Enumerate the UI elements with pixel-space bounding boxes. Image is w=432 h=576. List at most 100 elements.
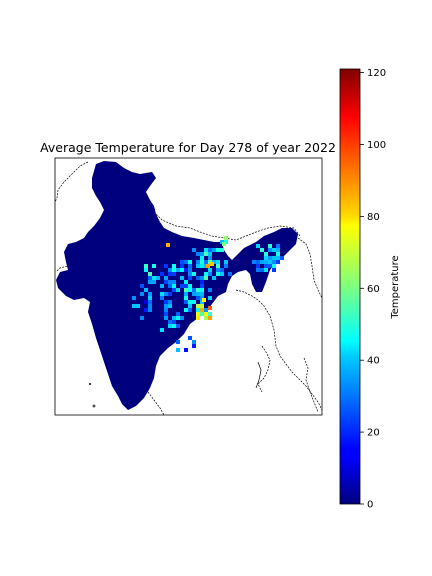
heat-cell	[208, 316, 212, 320]
heat-cell	[196, 296, 200, 300]
heat-cell	[260, 268, 264, 272]
heat-cell	[168, 272, 172, 276]
heat-cell	[200, 256, 204, 260]
heat-cell	[176, 316, 180, 320]
heat-cell	[180, 268, 184, 272]
heat-cell	[144, 308, 148, 312]
heat-cell	[276, 244, 280, 248]
heat-cell-hot	[210, 262, 214, 266]
heat-cell	[196, 288, 200, 292]
heat-cell	[184, 284, 188, 288]
heat-cell	[184, 280, 188, 284]
heat-cell	[148, 300, 152, 304]
heat-cell	[188, 264, 192, 268]
heat-cell	[168, 280, 172, 284]
heat-cell	[256, 264, 260, 268]
heat-cell	[264, 264, 268, 268]
heat-cell	[256, 244, 260, 248]
heat-cell	[160, 328, 164, 332]
heat-cell	[132, 304, 136, 308]
heat-cell	[260, 260, 264, 264]
heat-cell	[228, 272, 232, 276]
heat-cell-hot	[208, 306, 212, 310]
colorbar-tick-label: 80	[367, 212, 380, 223]
heat-cell	[160, 296, 164, 300]
heat-cell	[256, 268, 260, 272]
heat-cell	[160, 272, 164, 276]
heat-cell	[200, 308, 204, 312]
heat-cell	[196, 276, 200, 280]
heat-cell	[180, 276, 184, 280]
heat-cell	[188, 276, 192, 280]
heat-cell	[264, 256, 268, 260]
colorbar-tick-label: 40	[367, 356, 380, 367]
heat-cell	[168, 292, 172, 296]
colorbar-tick-label: 100	[367, 140, 386, 151]
heat-cell	[208, 272, 212, 276]
heat-cell	[224, 236, 228, 240]
heat-cell	[180, 264, 184, 268]
heat-cell	[204, 248, 208, 252]
heat-cell	[196, 264, 200, 268]
heat-cell	[144, 268, 148, 272]
heat-cell	[204, 276, 208, 280]
heat-cell	[148, 280, 152, 284]
heat-cell	[180, 260, 184, 264]
heat-cell	[164, 312, 168, 316]
heat-cell	[164, 304, 168, 308]
colorbar-label: Temperature	[390, 255, 401, 319]
heat-cell	[164, 264, 168, 268]
heat-cell	[184, 308, 188, 312]
heat-cell	[220, 248, 224, 252]
heat-cell	[164, 276, 168, 280]
heat-cell	[200, 292, 204, 296]
heat-cell	[184, 296, 188, 300]
heat-cell	[172, 264, 176, 268]
heat-cell	[276, 260, 280, 264]
heat-cell	[200, 252, 204, 256]
colorbar-tick-label: 60	[367, 284, 380, 295]
heat-cell	[196, 308, 200, 312]
heat-cell	[208, 288, 212, 292]
heat-cell	[188, 308, 192, 312]
heat-cell	[204, 308, 208, 312]
map-panel	[55, 158, 322, 415]
heat-cell	[184, 288, 188, 292]
heat-cell	[264, 260, 268, 264]
heat-cell	[276, 256, 280, 260]
heat-cell	[192, 292, 196, 296]
heat-cells	[132, 236, 284, 352]
heat-cell	[188, 300, 192, 304]
heat-cell	[216, 268, 220, 272]
heat-cell	[208, 268, 212, 272]
heat-cell	[196, 252, 200, 256]
heat-cell	[200, 312, 204, 316]
heat-cell	[168, 324, 172, 328]
heat-cell	[140, 284, 144, 288]
heat-cell	[168, 304, 172, 308]
heat-cell	[172, 284, 176, 288]
heat-cell	[196, 316, 200, 320]
heat-cell	[176, 288, 180, 292]
heat-cell	[268, 260, 272, 264]
islands	[88, 361, 262, 408]
heat-cell	[208, 296, 212, 300]
heat-cell	[160, 284, 164, 288]
heat-cell	[172, 268, 176, 272]
heat-cell	[276, 252, 280, 256]
heat-cell	[200, 264, 204, 268]
heat-cell	[140, 292, 144, 296]
heat-cell	[212, 276, 216, 280]
heat-cell	[200, 260, 204, 264]
heat-cell	[172, 288, 176, 292]
heat-cell	[188, 304, 192, 308]
heat-cell-hot	[222, 242, 226, 246]
heat-cell	[164, 316, 168, 320]
heat-cell	[184, 260, 188, 264]
heat-cell	[148, 296, 152, 300]
heat-cell	[216, 248, 220, 252]
colorbar-gradient	[339, 68, 361, 505]
heat-cell	[164, 308, 168, 312]
heat-cell	[204, 312, 208, 316]
heat-cell	[188, 284, 192, 288]
